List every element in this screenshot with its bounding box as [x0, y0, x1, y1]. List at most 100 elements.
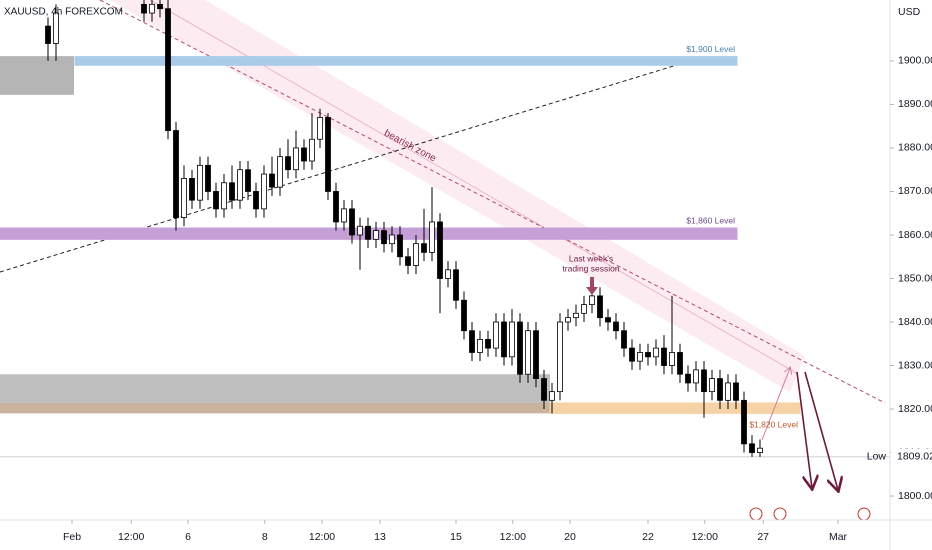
candle-body — [733, 382, 739, 401]
candle-body — [197, 164, 203, 201]
candle-body — [677, 352, 683, 375]
event-icon — [749, 507, 763, 521]
x-tick-label: Feb — [63, 531, 81, 543]
candle-body — [461, 299, 467, 332]
axis-unit: USD — [898, 6, 921, 18]
zone — [0, 374, 550, 403]
candle-body — [541, 378, 547, 401]
candle-body — [653, 347, 659, 358]
candle-body — [221, 182, 227, 210]
candle-body — [189, 178, 195, 201]
candle-body — [581, 304, 587, 314]
candle-body — [365, 225, 371, 240]
x-tick-label: 27 — [757, 531, 769, 543]
candle-body — [661, 347, 667, 366]
candle-body — [405, 256, 411, 266]
candle-body — [493, 321, 499, 349]
drawings: $1,900 Level $1,860 Level $1,820 Level — [586, 44, 871, 521]
candle-body — [269, 173, 275, 188]
candle-body — [709, 378, 715, 393]
projection-arrow — [761, 368, 790, 441]
downtrend-line — [99, 0, 886, 404]
candle-body — [621, 330, 627, 349]
candle-body — [429, 221, 435, 253]
candle-body — [725, 382, 731, 401]
candle-body — [445, 269, 451, 279]
candle-body — [701, 369, 707, 393]
x-tick-label: 12:00 — [309, 531, 335, 543]
candle-body — [749, 443, 755, 453]
zone — [0, 402, 550, 414]
x-tick-label: 15 — [450, 531, 462, 543]
candle-body — [45, 25, 51, 44]
candle-body — [205, 164, 211, 192]
candle-body — [53, 12, 59, 44]
candle-body — [421, 243, 427, 253]
pointer-arrow — [586, 277, 598, 295]
low-label: Low — [867, 451, 887, 463]
candle-body — [341, 208, 347, 223]
candle-body — [501, 321, 507, 358]
candle-body — [317, 117, 323, 140]
candle-body — [373, 230, 379, 240]
candle-body — [453, 269, 459, 301]
candle-body — [629, 347, 635, 362]
candle-body — [597, 295, 603, 319]
candle-body — [253, 191, 259, 210]
candle-body — [285, 156, 291, 171]
candle-body — [141, 3, 147, 14]
x-tick-label: 12:00 — [692, 531, 718, 543]
candle-body — [397, 234, 403, 258]
y-tick-label: 1820.00 — [898, 403, 932, 415]
candle-body — [245, 169, 251, 192]
candle-body — [589, 295, 595, 306]
candle-body — [509, 321, 515, 358]
y-tick-label: 1900.00 — [898, 55, 932, 67]
level-label: $1,820 Level — [749, 420, 798, 430]
y-tick-label: 1860.00 — [898, 229, 932, 241]
y-tick-label: 1890.00 — [898, 98, 932, 110]
bearish-channel — [110, 0, 805, 392]
level-band — [549, 402, 801, 414]
candle-body — [261, 173, 267, 210]
candle-body — [741, 399, 747, 445]
x-tick-label: 13 — [374, 531, 386, 543]
candle-body — [613, 321, 619, 332]
level-label: $1,860 Level — [686, 215, 735, 225]
candle-body — [757, 447, 763, 453]
candle-body — [645, 352, 651, 358]
x-tick-label: 12:00 — [118, 531, 144, 543]
candle-body — [181, 178, 187, 218]
candle-body — [293, 147, 299, 171]
candle-body — [357, 225, 363, 236]
annotation: trading session — [562, 263, 619, 273]
candle-body — [173, 130, 179, 218]
candle-body — [469, 330, 475, 353]
candle-body — [349, 208, 355, 236]
candle-body — [165, 8, 171, 131]
candle-body — [485, 339, 491, 349]
candle-body — [149, 3, 155, 14]
annotation: Last week's — [569, 253, 613, 263]
x-tick-label: Mar — [829, 531, 848, 543]
candle-body — [413, 243, 419, 266]
low-value-label: 1809.02 — [897, 451, 932, 463]
candle-body — [573, 312, 579, 319]
y-tick-label: 1840.00 — [898, 316, 932, 328]
zone — [0, 56, 74, 95]
candle-body — [277, 156, 283, 188]
candle-body — [213, 191, 219, 210]
level-label: $1,900 Level — [686, 44, 735, 54]
candle-body — [533, 330, 539, 379]
candle-body — [229, 182, 235, 201]
projection-arrow — [796, 371, 812, 488]
y-tick-label: 1880.00 — [898, 142, 932, 154]
event-icon — [857, 507, 871, 521]
candle-body — [381, 230, 387, 245]
candle-body — [325, 117, 331, 192]
low-value-box — [891, 448, 932, 465]
x-tick-label: 12:00 — [500, 531, 526, 543]
plot-area — [0, 0, 890, 458]
